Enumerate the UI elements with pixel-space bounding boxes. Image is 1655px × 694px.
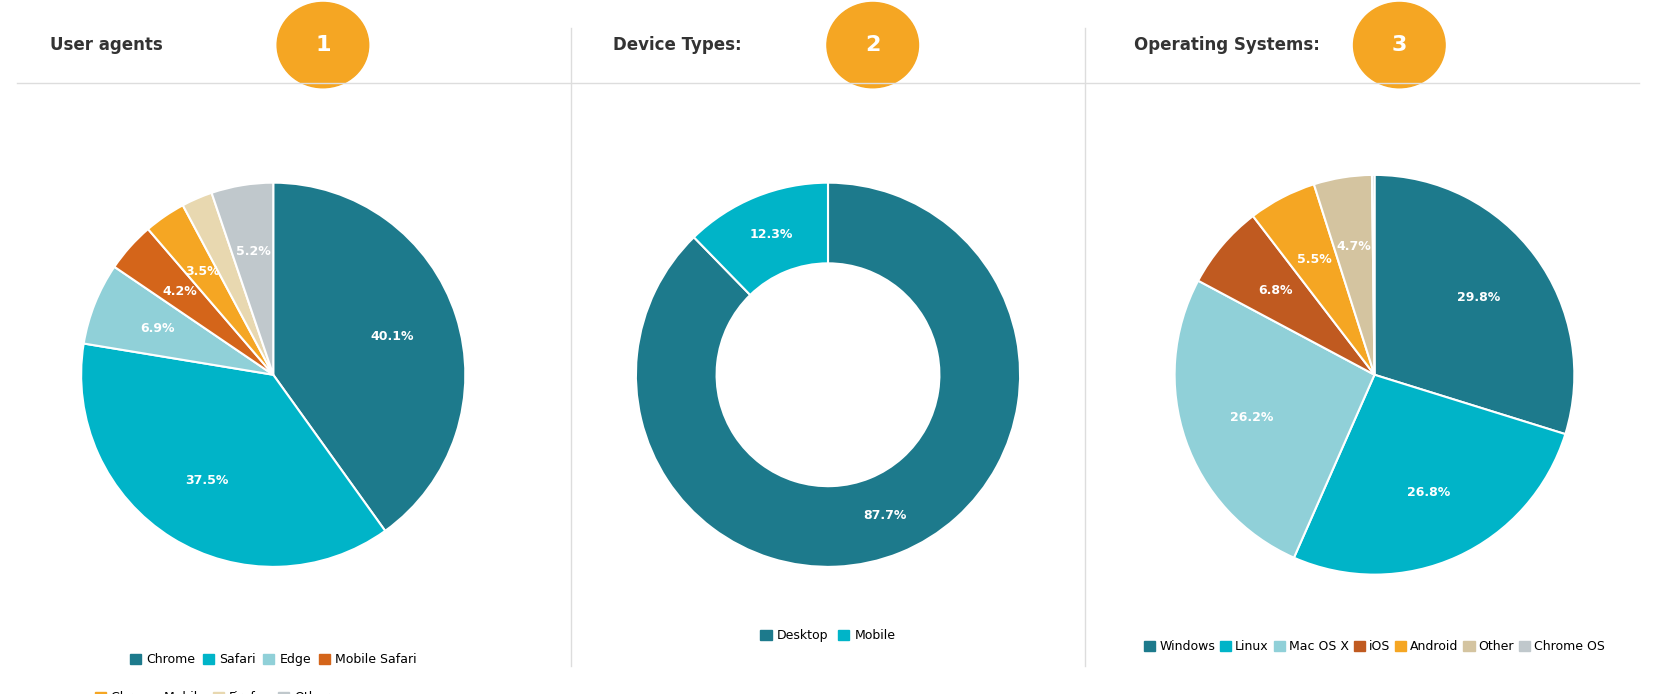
Text: Operating Systems:: Operating Systems: [1134,36,1319,54]
Legend: Chrome Mobile, Firefox, Others: Chrome Mobile, Firefox, Others [89,686,341,694]
Wedge shape [273,183,465,531]
Legend: Windows, Linux, Mac OS X, iOS, Android, Other, Chrome OS: Windows, Linux, Mac OS X, iOS, Android, … [1139,635,1609,659]
Wedge shape [1293,375,1564,575]
Wedge shape [81,344,386,567]
Text: 2: 2 [864,35,880,55]
Text: 6.8%: 6.8% [1258,285,1293,297]
Wedge shape [1253,185,1374,375]
Text: Device Types:: Device Types: [612,36,741,54]
Text: 87.7%: 87.7% [862,509,907,522]
Text: 3.5%: 3.5% [185,265,220,278]
Circle shape [826,3,919,87]
Wedge shape [1198,216,1374,375]
Circle shape [1352,3,1445,87]
Text: User agents: User agents [50,36,162,54]
Wedge shape [1374,175,1574,434]
Wedge shape [693,183,828,295]
Wedge shape [1370,175,1374,375]
Circle shape [276,3,369,87]
Text: 6.9%: 6.9% [141,322,174,335]
Text: 40.1%: 40.1% [371,330,414,343]
Text: 5.2%: 5.2% [235,245,270,258]
Text: 29.8%: 29.8% [1456,291,1499,304]
Wedge shape [114,229,273,375]
Wedge shape [182,193,273,375]
Text: 1: 1 [314,35,331,55]
Legend: Desktop, Mobile: Desktop, Mobile [755,624,900,647]
Wedge shape [212,183,273,375]
Text: 3: 3 [1390,35,1407,55]
Wedge shape [1173,280,1374,558]
Text: 26.8%: 26.8% [1405,486,1450,500]
Wedge shape [636,183,1019,567]
Wedge shape [147,205,273,375]
Text: 26.2%: 26.2% [1230,411,1273,424]
Text: 5.5%: 5.5% [1296,253,1331,266]
Text: 12.3%: 12.3% [748,228,793,241]
Text: 4.2%: 4.2% [162,285,197,298]
Wedge shape [84,266,273,375]
Text: 4.7%: 4.7% [1336,240,1370,253]
Text: 37.5%: 37.5% [185,474,228,487]
Wedge shape [1312,175,1374,375]
